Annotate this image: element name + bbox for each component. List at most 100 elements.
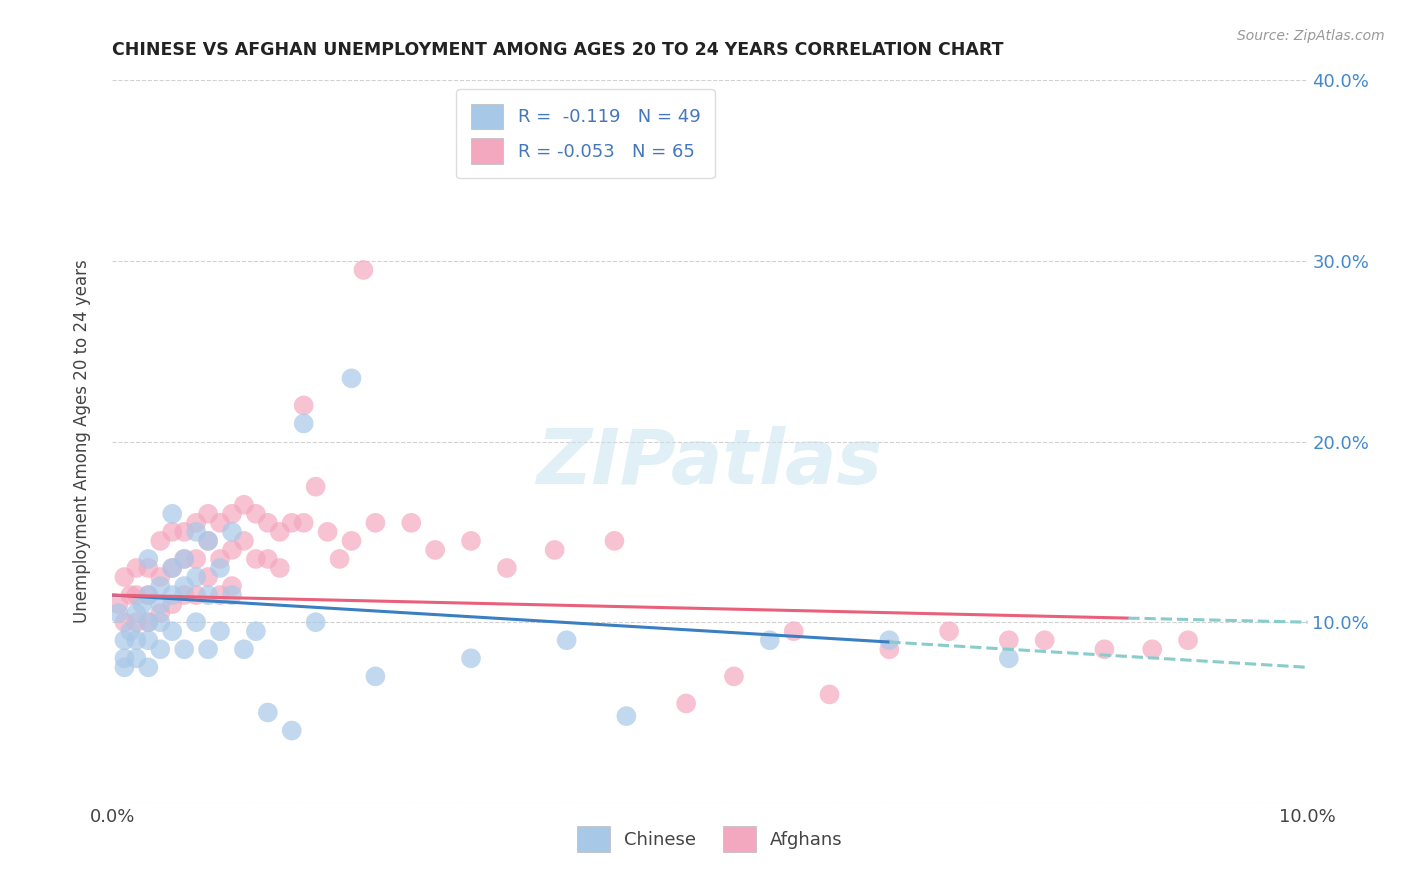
Point	[114, 660, 135, 674]
Point	[209, 588, 232, 602]
Point	[125, 651, 148, 665]
Point	[173, 552, 195, 566]
Point	[114, 615, 135, 630]
Legend: Chinese, Afghans: Chinese, Afghans	[569, 819, 851, 859]
Point	[281, 723, 304, 738]
Point	[292, 417, 315, 431]
Point	[998, 651, 1021, 665]
Point	[138, 552, 160, 566]
Point	[162, 524, 183, 539]
Point	[257, 552, 280, 566]
Point	[555, 633, 578, 648]
Point	[149, 615, 172, 630]
Text: Source: ZipAtlas.com: Source: ZipAtlas.com	[1237, 29, 1385, 43]
Point	[162, 507, 183, 521]
Point	[120, 624, 142, 639]
Point	[125, 633, 148, 648]
Point	[197, 588, 219, 602]
Point	[998, 633, 1021, 648]
Point	[149, 579, 172, 593]
Point	[496, 561, 519, 575]
Point	[616, 709, 638, 723]
Point	[138, 633, 160, 648]
Point	[353, 263, 375, 277]
Point	[460, 651, 482, 665]
Point	[1177, 633, 1199, 648]
Point	[316, 524, 339, 539]
Point	[149, 597, 172, 611]
Point	[938, 624, 960, 639]
Point	[603, 533, 626, 548]
Point	[257, 706, 280, 720]
Point	[329, 552, 352, 566]
Point	[401, 516, 423, 530]
Point	[120, 588, 142, 602]
Point	[138, 588, 160, 602]
Point	[149, 606, 172, 620]
Point	[364, 516, 387, 530]
Point	[186, 524, 208, 539]
Point	[723, 669, 745, 683]
Point	[233, 498, 256, 512]
Point	[138, 615, 160, 630]
Point	[197, 533, 219, 548]
Point	[138, 561, 160, 575]
Point	[209, 552, 232, 566]
Point	[138, 588, 160, 602]
Point	[292, 516, 315, 530]
Point	[107, 606, 129, 620]
Point	[138, 615, 160, 630]
Point	[879, 642, 901, 657]
Point	[1142, 642, 1164, 657]
Point	[186, 615, 208, 630]
Point	[209, 624, 232, 639]
Point	[879, 633, 901, 648]
Point	[364, 669, 387, 683]
Point	[125, 561, 148, 575]
Point	[245, 624, 267, 639]
Point	[1033, 633, 1056, 648]
Point	[173, 642, 195, 657]
Text: CHINESE VS AFGHAN UNEMPLOYMENT AMONG AGES 20 TO 24 YEARS CORRELATION CHART: CHINESE VS AFGHAN UNEMPLOYMENT AMONG AGE…	[112, 41, 1004, 59]
Point	[305, 480, 328, 494]
Point	[281, 516, 304, 530]
Point	[197, 533, 219, 548]
Point	[131, 597, 153, 611]
Point	[221, 588, 243, 602]
Point	[107, 597, 129, 611]
Point	[173, 552, 195, 566]
Point	[269, 524, 291, 539]
Point	[162, 588, 183, 602]
Point	[425, 542, 447, 557]
Point	[340, 533, 363, 548]
Point	[759, 633, 782, 648]
Point	[173, 579, 195, 593]
Point	[162, 624, 183, 639]
Point	[292, 398, 315, 412]
Point	[543, 542, 565, 557]
Point	[221, 579, 243, 593]
Y-axis label: Unemployment Among Ages 20 to 24 years: Unemployment Among Ages 20 to 24 years	[73, 260, 91, 624]
Point	[305, 615, 328, 630]
Point	[125, 588, 148, 602]
Point	[221, 524, 243, 539]
Point	[162, 597, 183, 611]
Point	[221, 542, 243, 557]
Point	[675, 697, 697, 711]
Point	[162, 561, 183, 575]
Point	[209, 561, 232, 575]
Point	[197, 570, 219, 584]
Point	[221, 507, 243, 521]
Point	[257, 516, 280, 530]
Point	[114, 570, 135, 584]
Point	[186, 552, 208, 566]
Point	[186, 588, 208, 602]
Point	[245, 552, 267, 566]
Point	[173, 524, 195, 539]
Point	[340, 371, 363, 385]
Point	[186, 570, 208, 584]
Point	[186, 516, 208, 530]
Point	[233, 642, 256, 657]
Point	[114, 651, 135, 665]
Point	[114, 633, 135, 648]
